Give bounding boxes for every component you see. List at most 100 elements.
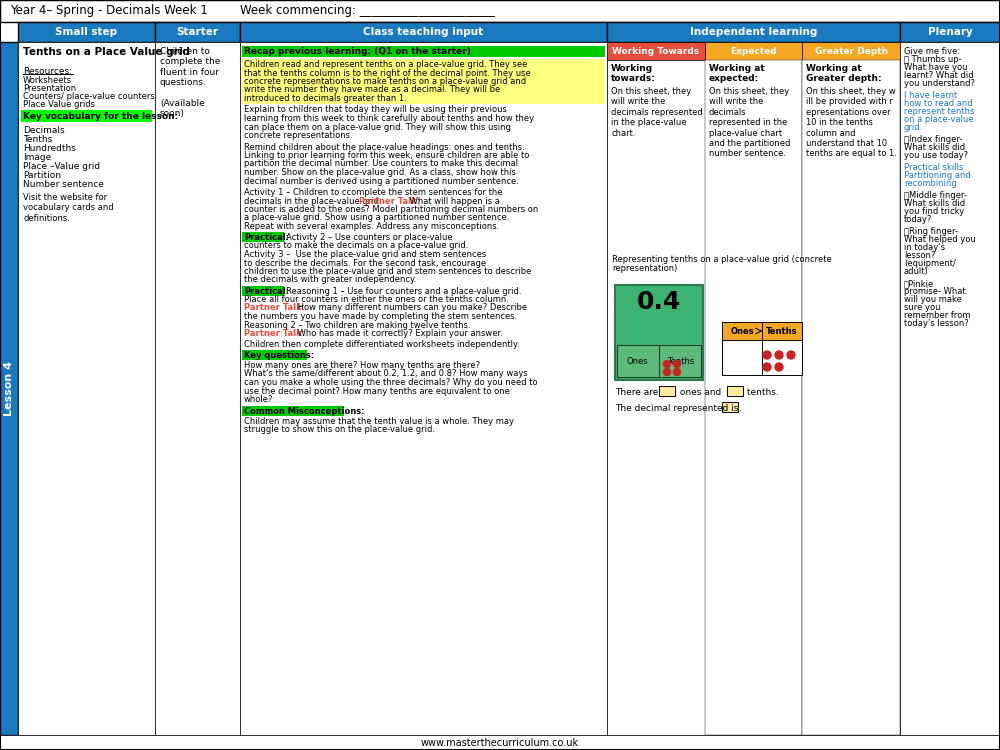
Text: remember from: remember from — [904, 311, 970, 320]
Bar — [18, 42, 155, 735]
Text: Small step: Small step — [55, 27, 118, 37]
Text: Partitioning and: Partitioning and — [904, 171, 971, 180]
Text: Counters/ place-value counters: Counters/ place-value counters — [23, 92, 155, 101]
Text: Who has made it correctly? Explain your answer.: Who has made it correctly? Explain your … — [295, 329, 503, 338]
Text: .: . — [739, 404, 742, 413]
Bar — [0, 735, 1000, 750]
Text: in today’s: in today’s — [904, 243, 945, 252]
Text: Reasoning 2 – Two children are making twelve tenths.: Reasoning 2 – Two children are making tw… — [244, 320, 471, 329]
Text: represent tenths: represent tenths — [904, 107, 974, 116]
Text: the numbers you have made by completing the stem sentences.: the numbers you have made by completing … — [244, 312, 517, 321]
Text: you use today?: you use today? — [904, 151, 968, 160]
Bar — [607, 42, 705, 60]
Text: Independent learning: Independent learning — [690, 27, 817, 37]
Text: Working
towards:: Working towards: — [611, 64, 656, 83]
Bar — [727, 386, 743, 396]
Bar — [155, 42, 240, 735]
Text: Recap previous learning: (Q1 on the starter): Recap previous learning: (Q1 on the star… — [244, 47, 471, 56]
Text: Decimals: Decimals — [23, 126, 65, 135]
Text: There are: There are — [615, 388, 661, 397]
Text: counters to make the decimals on a place-value grid.: counters to make the decimals on a place… — [244, 242, 468, 250]
Text: Lesson 4: Lesson 4 — [4, 361, 14, 416]
Circle shape — [763, 363, 771, 371]
Text: representation): representation) — [612, 264, 677, 273]
Text: struggle to show this on the place-value grid.: struggle to show this on the place-value… — [244, 425, 435, 434]
Text: Place all four counters in either the ones or the tenths column.: Place all four counters in either the on… — [244, 295, 509, 304]
Text: concrete representations.: concrete representations. — [244, 131, 353, 140]
Text: Remind children about the place-value headings: ones and tenths.: Remind children about the place-value he… — [244, 142, 525, 152]
Text: Children may assume that the tenth value is a whole. They may: Children may assume that the tenth value… — [244, 416, 514, 425]
Bar — [242, 286, 284, 296]
Text: Worksheets: Worksheets — [23, 76, 72, 85]
Text: Reasoning 1 – Use four counters and a place-value grid.: Reasoning 1 – Use four counters and a pl… — [286, 286, 522, 296]
Text: Practical:: Practical: — [244, 286, 289, 296]
Text: 🖕 Thumbs up-: 🖕 Thumbs up- — [904, 55, 962, 64]
Bar — [615, 285, 703, 380]
Text: What helped you: What helped you — [904, 235, 976, 244]
Text: Tenths: Tenths — [766, 326, 798, 335]
Text: Partner Talk:: Partner Talk: — [359, 196, 420, 206]
Text: write the number they have made as a decimal. They will be: write the number they have made as a dec… — [244, 86, 500, 94]
Text: 🖕Index finger-: 🖕Index finger- — [904, 135, 962, 144]
Text: adult): adult) — [904, 267, 929, 276]
Text: concrete representations to make tenths on a place-value grid and: concrete representations to make tenths … — [244, 77, 526, 86]
Text: can you make a whole using the three decimals? Why do you need to: can you make a whole using the three dec… — [244, 378, 538, 387]
Circle shape — [664, 368, 670, 376]
Text: Linking to prior learning form this week, ensure children are able to: Linking to prior learning form this week… — [244, 151, 529, 160]
Text: What skills did: What skills did — [904, 143, 965, 152]
Text: Tenths: Tenths — [667, 356, 695, 365]
Text: Ones: Ones — [730, 326, 754, 335]
Text: number. Show on the place-value grid. As a class, show how this: number. Show on the place-value grid. As… — [244, 168, 516, 177]
Text: counter is added to the ones? Model partitioning decimal numbers on: counter is added to the ones? Model part… — [244, 205, 538, 214]
Text: promise- What: promise- What — [904, 287, 966, 296]
Text: tenths.: tenths. — [744, 388, 779, 397]
Text: What skills did: What skills did — [904, 199, 965, 208]
Bar — [802, 60, 900, 735]
Text: decimal number is derived using a partitioned number sentence.: decimal number is derived using a partit… — [244, 176, 519, 185]
Text: I have learnt: I have learnt — [904, 91, 957, 100]
Text: learnt? What did: learnt? What did — [904, 71, 974, 80]
Text: Year 4– Spring - Decimals Week 1: Year 4– Spring - Decimals Week 1 — [10, 4, 208, 17]
Text: Representing tenths on a place-value grid (concrete: Representing tenths on a place-value gri… — [612, 255, 832, 264]
Circle shape — [763, 351, 771, 359]
Text: a place-value grid. Show using a partitioned number sentence.: a place-value grid. Show using a partiti… — [244, 214, 509, 223]
Bar — [722, 402, 738, 412]
Text: Tenths on a Place Value grid: Tenths on a Place Value grid — [23, 47, 190, 57]
Text: Children read and represent tenths on a place-value grid. They see: Children read and represent tenths on a … — [244, 60, 527, 69]
Text: The decimal represented is: The decimal represented is — [615, 404, 741, 413]
Text: Plenary: Plenary — [928, 27, 972, 37]
Circle shape — [664, 361, 670, 368]
Text: can place them on a place-value grid. They will show this using: can place them on a place-value grid. Th… — [244, 122, 511, 131]
Text: Children to
complete the
fluent in four
questions.

(Available
soon): Children to complete the fluent in four … — [160, 47, 220, 118]
Bar — [242, 406, 344, 416]
Text: On this sheet, they w
ill be provided with r
epresentations over
10 in the tenth: On this sheet, they w ill be provided wi… — [806, 87, 897, 158]
Text: 🖕Middle finger-: 🖕Middle finger- — [904, 191, 967, 200]
Text: What will happen is a: What will happen is a — [407, 196, 500, 206]
Bar — [705, 60, 802, 735]
Circle shape — [674, 361, 680, 368]
Bar — [21, 110, 152, 122]
Bar — [607, 22, 900, 42]
Bar — [802, 42, 900, 60]
Text: use the decimal point? How many tenths are equivalent to one: use the decimal point? How many tenths a… — [244, 386, 510, 395]
Text: Explain to children that today they will be using their previous: Explain to children that today they will… — [244, 106, 507, 115]
Text: Repeat with several examples. Address any misconceptions.: Repeat with several examples. Address an… — [244, 222, 499, 231]
Text: (equipment/: (equipment/ — [904, 259, 956, 268]
Text: Partner Talk:: Partner Talk: — [244, 304, 305, 313]
Text: that the tenths column is to the right of the decimal point. They use: that the tenths column is to the right o… — [244, 68, 531, 77]
Text: Class teaching input: Class teaching input — [363, 27, 484, 37]
Text: recombining: recombining — [904, 179, 957, 188]
Text: today’s lesson?: today’s lesson? — [904, 319, 969, 328]
Text: Children then complete differentiated worksheets independently.: Children then complete differentiated wo… — [244, 340, 519, 349]
Text: to describe the decimals. For the second task, encourage: to describe the decimals. For the second… — [244, 259, 486, 268]
Text: Place Value grids: Place Value grids — [23, 100, 95, 109]
Text: Partition: Partition — [23, 171, 61, 180]
Circle shape — [775, 363, 783, 371]
Text: Resources:: Resources: — [23, 67, 72, 76]
Bar — [155, 22, 240, 42]
Text: the decimals with greater independency.: the decimals with greater independency. — [244, 275, 416, 284]
Text: Common Misconceptions:: Common Misconceptions: — [244, 406, 364, 416]
Circle shape — [787, 351, 795, 359]
Text: Image: Image — [23, 153, 51, 162]
Bar — [617, 345, 701, 377]
